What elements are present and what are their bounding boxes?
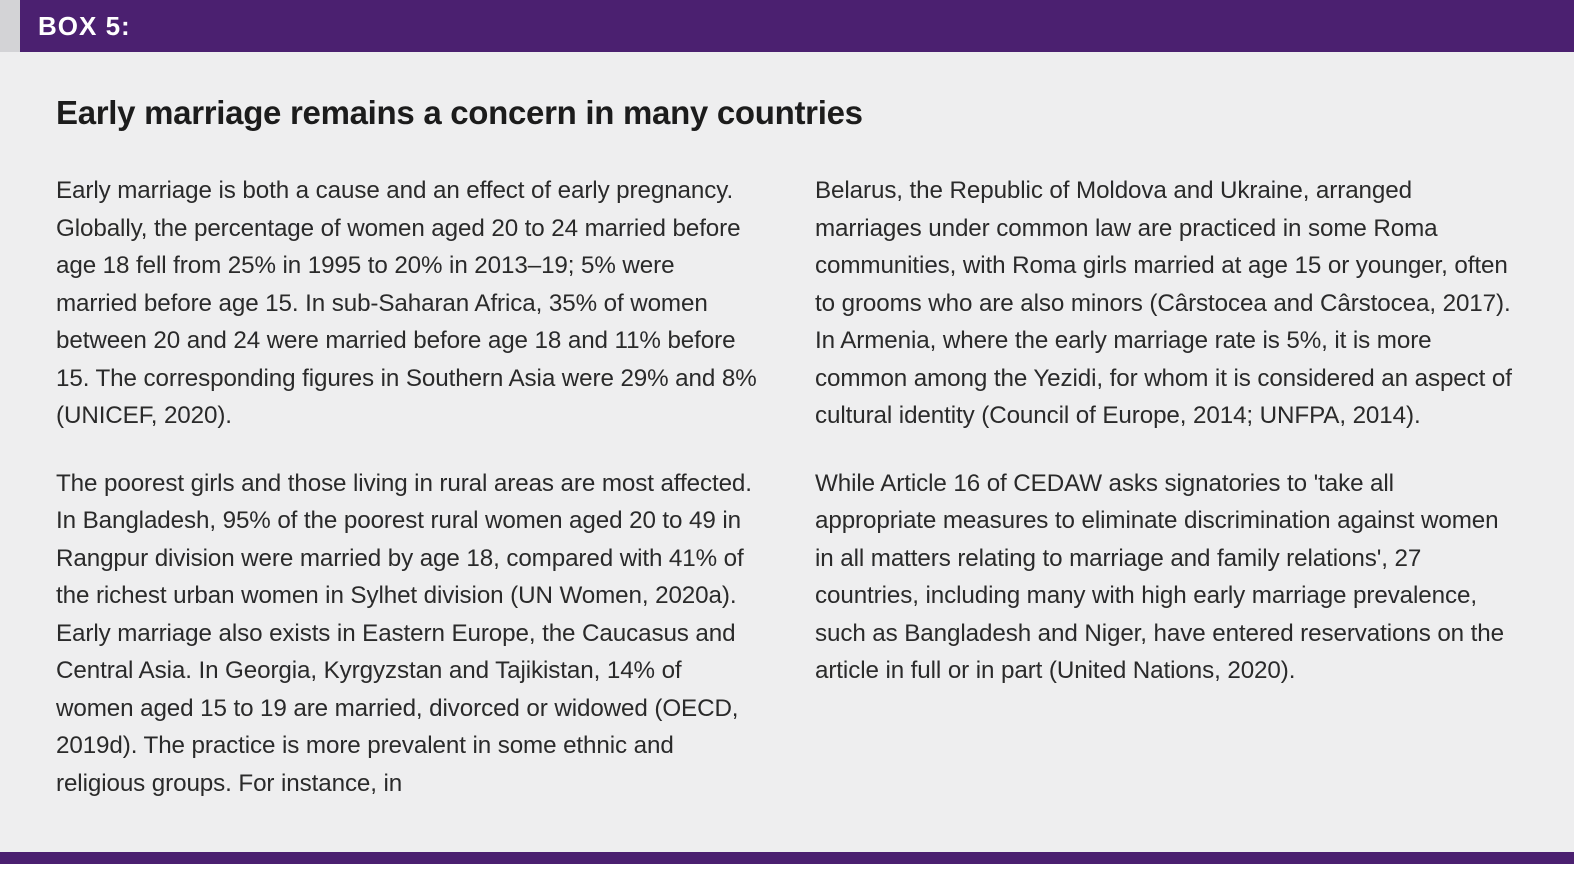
column-right: Belarus, the Republic of Moldova and Ukr… — [815, 172, 1518, 802]
two-column-layout: Early marriage is both a cause and an ef… — [56, 172, 1518, 802]
box-footer-bar — [0, 852, 1574, 864]
column-left: Early marriage is both a cause and an ef… — [56, 172, 759, 802]
header-accent-left — [0, 0, 20, 52]
paragraph: The poorest girls and those living in ru… — [56, 465, 759, 803]
box-label: BOX 5: — [20, 0, 155, 52]
box-content: Early marriage remains a concern in many… — [0, 52, 1574, 852]
paragraph: While Article 16 of CEDAW asks signatori… — [815, 465, 1518, 690]
box-header: BOX 5: — [0, 0, 1574, 52]
info-box: BOX 5: Early marriage remains a concern … — [0, 0, 1574, 864]
paragraph: Belarus, the Republic of Moldova and Ukr… — [815, 172, 1518, 435]
box-title: Early marriage remains a concern in many… — [56, 94, 1518, 132]
header-bar-fill — [155, 0, 1574, 52]
paragraph: Early marriage is both a cause and an ef… — [56, 172, 759, 435]
